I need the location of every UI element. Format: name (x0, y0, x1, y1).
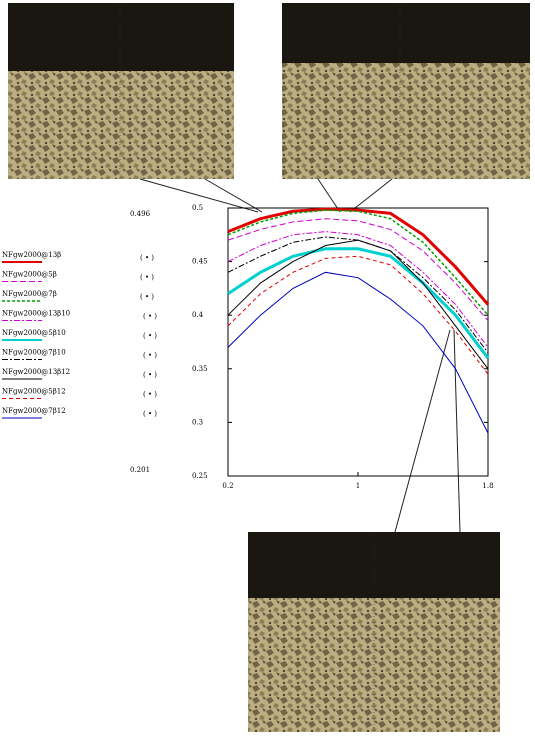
legend-marker: ( • ) (143, 352, 157, 360)
series-line (227, 231, 489, 348)
y-tick-label: 0.35 (192, 365, 208, 373)
legend-label: NFgw2000@13β10 (2, 310, 70, 318)
annotation: 0.496 (130, 210, 151, 218)
legend-label: NFgw2000@5β (2, 271, 57, 279)
micrograph-top-left (8, 3, 234, 179)
x-tick-label: 0.2 (222, 482, 233, 490)
y-tick-label: 0.5 (192, 204, 203, 212)
legend-label: NFgw2000@5β10 (2, 329, 66, 337)
y-tick-label: 0.25 (192, 472, 208, 480)
micrograph-top-right (282, 3, 530, 179)
legend-marker: ( • ) (140, 293, 154, 301)
legend-marker: ( • ) (143, 391, 157, 399)
annotation: 0.201 (130, 466, 150, 474)
legend-label: NFgw2000@13β12 (2, 368, 70, 376)
y-tick-label: 0.4 (192, 311, 204, 319)
y-tick-label: 0.3 (192, 418, 203, 426)
series-line (227, 207, 490, 306)
micrograph-bottom (248, 532, 500, 732)
legend-marker: ( • ) (143, 410, 157, 418)
legend-marker: ( • ) (140, 254, 154, 262)
x-tick-label: 1.8 (482, 482, 493, 490)
legend-marker: ( • ) (140, 274, 154, 282)
legend-label: NFgw2000@7β (2, 290, 57, 298)
x-tick-label: 1 (356, 482, 360, 490)
series-line (227, 271, 489, 434)
series-line (227, 218, 489, 321)
legend-marker: ( • ) (143, 313, 157, 321)
legend-marker: ( • ) (143, 371, 157, 379)
legend-label: NFgw2000@7β10 (2, 349, 66, 357)
legend-label: NFgw2000@7β12 (2, 407, 66, 415)
legend-label: NFgw2000@5β12 (2, 388, 66, 396)
legend-marker: ( • ) (143, 332, 157, 340)
callout-lines (139, 178, 461, 533)
series-line (227, 247, 490, 359)
series-line (227, 239, 489, 370)
legend-label: NFgw2000@13β (2, 251, 61, 259)
series-line (227, 255, 489, 375)
series-line (227, 209, 489, 316)
y-tick-label: 0.45 (192, 258, 208, 266)
